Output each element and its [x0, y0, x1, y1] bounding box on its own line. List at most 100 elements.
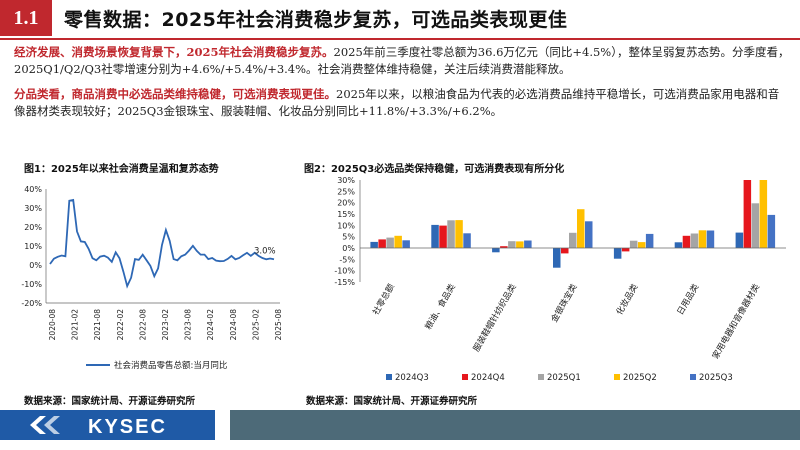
y-tick-label: 0% — [342, 244, 355, 253]
y-tick-label: 40% — [24, 185, 42, 194]
bar — [402, 240, 410, 248]
legend-swatch — [386, 374, 392, 380]
bar — [613, 248, 622, 259]
bar — [637, 242, 646, 248]
bar — [645, 233, 654, 248]
category-label: 化妆品类 — [614, 282, 641, 317]
category-label: 服装鞋帽针纺织品类 — [471, 282, 519, 354]
bar — [751, 203, 760, 248]
x-tick-label: 2024-08 — [229, 309, 238, 341]
bar — [569, 232, 577, 248]
legend-swatch — [690, 374, 696, 380]
paragraph-1-highlight: 经济发展、消费场景恢复背景下，2025年社会消费稳步复苏。 — [14, 45, 334, 59]
kysec-logo-icon — [30, 416, 60, 434]
x-tick-label: 2020-08 — [48, 309, 57, 341]
bar — [553, 248, 561, 268]
page-title: 零售数据：2025年社会消费稳步复苏，可选品类表现更佳 — [64, 8, 568, 31]
legend-swatch — [462, 374, 468, 380]
bar — [500, 246, 508, 248]
bar — [431, 224, 439, 248]
category-label: 日用品类 — [675, 282, 702, 317]
x-tick-label: 2024-02 — [206, 309, 215, 341]
y-tick-label: 25% — [337, 187, 355, 196]
header-divider — [0, 38, 800, 40]
legend-swatch — [614, 374, 620, 380]
paragraph-2-text: 2025年以来，以粮油食品为代表的必选消费品维持平稳增长，可选消费品家用电器和音… — [14, 87, 780, 118]
y-tick-label: 10% — [337, 221, 355, 230]
x-tick-label: 2025-08 — [274, 309, 283, 341]
x-tick-label: 2022-02 — [116, 309, 125, 341]
bar — [447, 220, 455, 248]
paragraph-1-text: 2025年前三季度社零总额为36.6万亿元（同比+4.5%），整体呈弱复苏态势。… — [14, 45, 790, 76]
chart-2-title: 图2：2025Q3必选品类保持稳健，可选消费表现有所分化 — [304, 164, 565, 175]
bar — [561, 248, 569, 254]
bar — [690, 233, 699, 248]
legend-swatch — [538, 374, 544, 380]
bar — [743, 180, 752, 248]
bar — [735, 232, 744, 248]
bar — [674, 242, 683, 248]
data-source-left: 数据来源：国家统计局、开源证券研究所 — [24, 396, 196, 407]
legend-label: 2024Q4 — [471, 373, 505, 383]
last-value-annotation: 3.0% — [254, 246, 276, 256]
y-tick-label: 30% — [24, 204, 42, 213]
y-tick-label: 5% — [342, 233, 355, 242]
bar — [698, 230, 707, 248]
bar — [378, 239, 386, 248]
y-tick-label: 10% — [24, 242, 42, 251]
bar — [629, 240, 638, 248]
y-tick-label: 20% — [24, 223, 42, 232]
chart-1-title: 图1：2025年以来社会消费呈温和复苏态势 — [24, 164, 219, 175]
legend-label: 社会消费品零售总额:当月同比 — [114, 360, 227, 371]
footer-brand: KYSEC — [88, 416, 167, 438]
paragraph-2-highlight: 分品类看，商品消费中必选品类维持稳健，可选消费表现更佳。 — [14, 87, 336, 101]
bar-chart-category-growth: 30% 25% 20% 15% 10% 5% 0% -5% -10% -15% 社零总额 粮油、食品类… — [334, 176, 786, 383]
bar — [682, 235, 691, 248]
bar — [394, 235, 402, 248]
bar — [492, 248, 500, 253]
y-tick-label: -20% — [21, 299, 42, 308]
bar — [386, 237, 394, 248]
data-source-right: 数据来源：国家统计局、开源证券研究所 — [306, 396, 478, 407]
footer-bar: KYSEC — [0, 410, 800, 450]
legend-label: 2024Q3 — [395, 373, 429, 383]
bar — [508, 241, 516, 248]
bar — [585, 221, 593, 248]
bar — [759, 180, 768, 248]
x-tick-label: 2025-02 — [251, 309, 260, 341]
category-label: 金银珠宝类 — [549, 282, 580, 325]
y-tick-label: 15% — [337, 210, 355, 219]
x-tick-label: 2021-08 — [93, 309, 102, 341]
category-label: 粮油、食品类 — [423, 282, 458, 332]
bar — [439, 225, 447, 248]
bar — [516, 241, 524, 248]
bar — [455, 220, 463, 248]
bar — [524, 240, 532, 248]
bar — [767, 214, 776, 248]
x-tick-label: 2023-02 — [161, 309, 170, 341]
y-tick-label: 20% — [337, 199, 355, 208]
bar — [621, 248, 630, 252]
bar — [577, 209, 585, 248]
category-label: 社零总额 — [370, 282, 397, 317]
summary-paragraph-1: 经济发展、消费场景恢复背景下，2025年社会消费稳步复苏。2025年前三季度社零… — [14, 44, 790, 78]
y-tick-label: -15% — [334, 278, 355, 287]
bar — [706, 230, 715, 248]
y-tick-label: 30% — [337, 176, 355, 185]
y-tick-label: -10% — [334, 267, 355, 276]
x-tick-label: 2022-08 — [138, 309, 147, 341]
category-label: 家用电器和音像器材类 — [710, 282, 762, 362]
footer-gap — [215, 410, 230, 440]
y-tick-label: 0% — [29, 261, 42, 270]
series-line — [49, 198, 275, 289]
y-tick-label: -5% — [339, 255, 355, 264]
x-tick-label: 2023-08 — [184, 309, 193, 341]
section-number: 1.1 — [0, 0, 52, 36]
y-tick-label: -10% — [21, 280, 42, 289]
legend-label: 2025Q1 — [547, 373, 581, 383]
bar — [370, 241, 378, 248]
x-tick-label: 2021-02 — [71, 309, 80, 341]
line-chart-retail-sales: 40% 30% 20% 10% 0% -10% -20% 2020-08 2021-02 2021… — [21, 185, 283, 371]
footer-stripe — [230, 410, 800, 440]
legend-label: 2025Q3 — [699, 373, 733, 383]
